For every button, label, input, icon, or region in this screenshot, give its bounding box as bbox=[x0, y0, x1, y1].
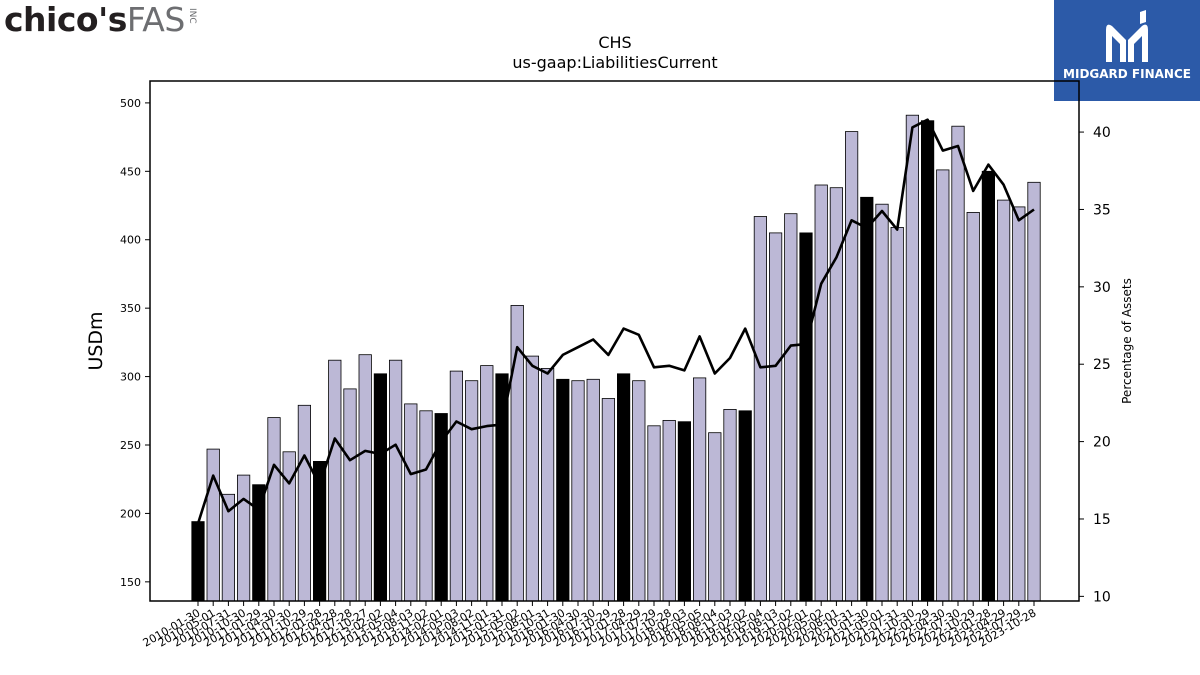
y2-tick-label: 35 bbox=[1093, 202, 1111, 218]
bar bbox=[449, 370, 464, 602]
bar bbox=[404, 403, 418, 602]
logo-main-text: chico's bbox=[4, 0, 127, 39]
bar bbox=[921, 120, 935, 602]
bar bbox=[769, 232, 783, 602]
y-tick-label: 350 bbox=[120, 302, 141, 315]
bar bbox=[905, 114, 920, 602]
bar bbox=[723, 408, 737, 602]
y-tick-label: 450 bbox=[120, 165, 141, 178]
bar bbox=[191, 521, 205, 602]
bar bbox=[617, 373, 631, 602]
y-axis-left: 150 200 250 300 350 400 450 500 bbox=[120, 97, 150, 589]
bar bbox=[571, 380, 585, 602]
y-axis-right: 10 15 20 25 30 35 40 bbox=[1079, 125, 1111, 605]
bar bbox=[966, 211, 980, 602]
bar bbox=[206, 448, 220, 602]
bar bbox=[860, 196, 874, 602]
chicos-fas-logo: chico's FAS INC bbox=[4, 0, 197, 40]
bar bbox=[677, 421, 692, 602]
bar-series bbox=[191, 114, 1041, 602]
bar bbox=[252, 484, 266, 602]
bar bbox=[647, 425, 661, 602]
y-tick-label: 150 bbox=[120, 576, 141, 589]
y2-tick-label: 10 bbox=[1093, 589, 1111, 605]
bar bbox=[236, 474, 251, 602]
bar bbox=[693, 377, 707, 602]
logo-inc-text: INC bbox=[186, 8, 197, 24]
bar bbox=[373, 373, 388, 602]
bar bbox=[875, 203, 889, 602]
bar bbox=[388, 359, 403, 602]
bar bbox=[738, 410, 752, 602]
bar bbox=[662, 419, 676, 602]
bar bbox=[343, 388, 357, 602]
bar bbox=[708, 432, 722, 602]
logo-sub-text: FAS bbox=[126, 0, 185, 39]
bar bbox=[799, 232, 813, 602]
y2-tick-label: 25 bbox=[1093, 357, 1111, 373]
plot-frame bbox=[149, 80, 1080, 602]
bar bbox=[845, 131, 859, 602]
bar bbox=[358, 354, 372, 602]
bar bbox=[753, 216, 768, 602]
y2-tick-label: 30 bbox=[1093, 280, 1111, 296]
chart-title: CHS bbox=[598, 33, 631, 52]
bar bbox=[890, 226, 904, 602]
y-tick-label: 200 bbox=[120, 507, 141, 520]
y2-axis-label: Percentage of Assets bbox=[1120, 278, 1134, 404]
bar bbox=[480, 365, 494, 602]
bar bbox=[525, 355, 540, 602]
y2-tick-label: 40 bbox=[1093, 125, 1111, 141]
bar bbox=[267, 417, 281, 602]
bar bbox=[297, 404, 312, 602]
pct-line bbox=[196, 118, 1035, 524]
pct-line-series bbox=[196, 118, 1035, 524]
bar bbox=[1012, 206, 1026, 602]
bar bbox=[464, 380, 479, 602]
midgard-finance-logo: MIDGARD FINANCE bbox=[1054, 0, 1200, 101]
bar bbox=[419, 410, 433, 602]
chart-subtitle: us-gaap:LiabilitiesCurrent bbox=[512, 53, 717, 72]
midgard-emblem-icon bbox=[1106, 10, 1148, 63]
bar bbox=[586, 378, 600, 602]
bar bbox=[541, 367, 555, 602]
y-tick-label: 250 bbox=[120, 439, 141, 452]
bar bbox=[556, 378, 570, 602]
y2-tick-label: 15 bbox=[1093, 512, 1111, 528]
bar bbox=[1027, 181, 1041, 602]
bar bbox=[981, 170, 996, 602]
x-axis: 2010-01-302010-05-012010-07-312010-10-30… bbox=[141, 601, 1039, 650]
bar bbox=[632, 380, 646, 602]
y-tick-label: 400 bbox=[120, 234, 141, 247]
bar bbox=[997, 199, 1011, 602]
midgard-brand-name: MIDGARD FINANCE bbox=[1063, 67, 1191, 81]
y-axis-label: USDm bbox=[85, 311, 107, 370]
bar bbox=[936, 169, 950, 602]
y2-tick-label: 20 bbox=[1093, 435, 1111, 451]
y-tick-label: 500 bbox=[120, 97, 141, 110]
bar bbox=[784, 213, 798, 602]
bar bbox=[951, 125, 965, 602]
bar bbox=[814, 184, 828, 602]
y-tick-label: 300 bbox=[120, 371, 141, 384]
bar bbox=[601, 398, 616, 602]
bar bbox=[328, 359, 342, 602]
